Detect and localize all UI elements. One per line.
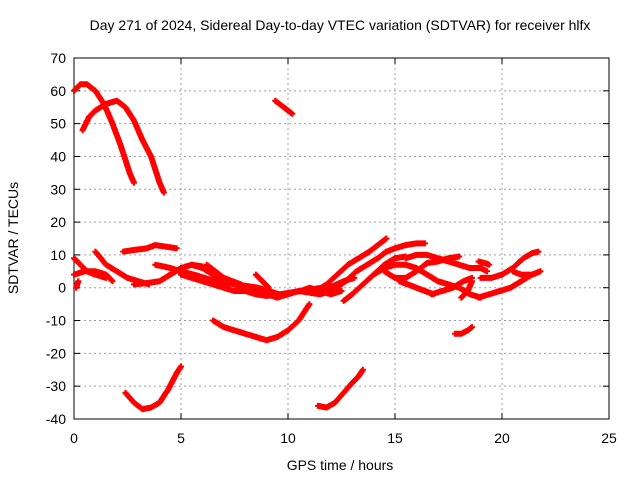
series-markers — [71, 268, 116, 285]
data-marks — [71, 81, 544, 413]
series-track-16 — [210, 301, 313, 344]
series-markers — [122, 363, 184, 413]
y-tick-label: 0 — [58, 280, 66, 296]
y-tick-label: 40 — [50, 148, 66, 164]
x-tick-labels: 0 5 10 15 20 25 — [70, 430, 617, 446]
y-tick-label: 60 — [50, 83, 66, 99]
y-tick-label: -10 — [46, 313, 66, 329]
axis-ticks — [73, 57, 610, 420]
series-markers — [332, 240, 428, 291]
series-track-6 — [71, 268, 116, 285]
series-markers — [477, 248, 542, 281]
series-markers — [178, 271, 281, 299]
series-track-27 — [451, 324, 475, 337]
y-tick-label: -30 — [46, 378, 66, 394]
y-axis-label: SDTVAR / TECUs — [5, 182, 21, 294]
series-track-20 — [332, 240, 428, 291]
series-markers — [315, 366, 366, 411]
series-markers — [402, 251, 490, 275]
series-track-19 — [312, 235, 390, 294]
series-markers — [73, 278, 82, 291]
y-tick-label: 30 — [50, 181, 66, 197]
series-track-26 — [428, 274, 475, 298]
series-track-17 — [122, 363, 184, 413]
y-tick-label: 20 — [50, 214, 66, 230]
series-markers — [79, 97, 167, 196]
y-tick-label: 70 — [50, 50, 66, 66]
x-axis-label: GPS time / hours — [287, 457, 394, 473]
series-markers — [509, 268, 533, 278]
series-markers — [120, 242, 180, 255]
y-tick-label: -40 — [46, 411, 66, 427]
series-markers — [203, 261, 244, 288]
x-tick-label: 10 — [280, 430, 296, 446]
y-tick-label: 10 — [50, 247, 66, 263]
series-track-18 — [315, 366, 366, 411]
series-markers — [428, 274, 475, 298]
series-markers — [272, 97, 296, 117]
series-track-30 — [477, 248, 542, 281]
y-tick-labels: -40 -30 -20 -10 0 10 20 30 40 50 60 70 — [46, 50, 66, 427]
x-tick-label: 20 — [494, 430, 510, 446]
series-track-4 — [120, 242, 180, 255]
series-track-2 — [79, 97, 167, 196]
series-markers — [475, 258, 493, 268]
series-markers — [210, 301, 313, 344]
plot-frame — [73, 57, 610, 420]
series-markers — [451, 324, 475, 337]
series-track-24 — [402, 251, 490, 275]
y-tick-label: -20 — [46, 345, 66, 361]
chart-title: Day 271 of 2024, Sidereal Day-to-day VTE… — [90, 17, 591, 33]
series-markers — [458, 278, 475, 301]
series-markers — [252, 271, 272, 291]
x-tick-label: 25 — [601, 430, 617, 446]
x-tick-label: 0 — [70, 430, 78, 446]
x-tick-label: 15 — [387, 430, 403, 446]
series-track-7 — [73, 278, 82, 291]
series-track-3 — [272, 97, 296, 117]
x-tick-label: 5 — [177, 430, 185, 446]
series-track-14 — [252, 271, 272, 291]
series-track-12 — [178, 271, 281, 299]
series-track-28 — [458, 278, 475, 301]
series-markers — [312, 235, 390, 294]
series-track-31 — [475, 258, 493, 268]
grid-lines — [74, 58, 609, 419]
y-tick-label: 50 — [50, 116, 66, 132]
series-track-32 — [509, 268, 533, 278]
series-track-13 — [203, 261, 244, 288]
